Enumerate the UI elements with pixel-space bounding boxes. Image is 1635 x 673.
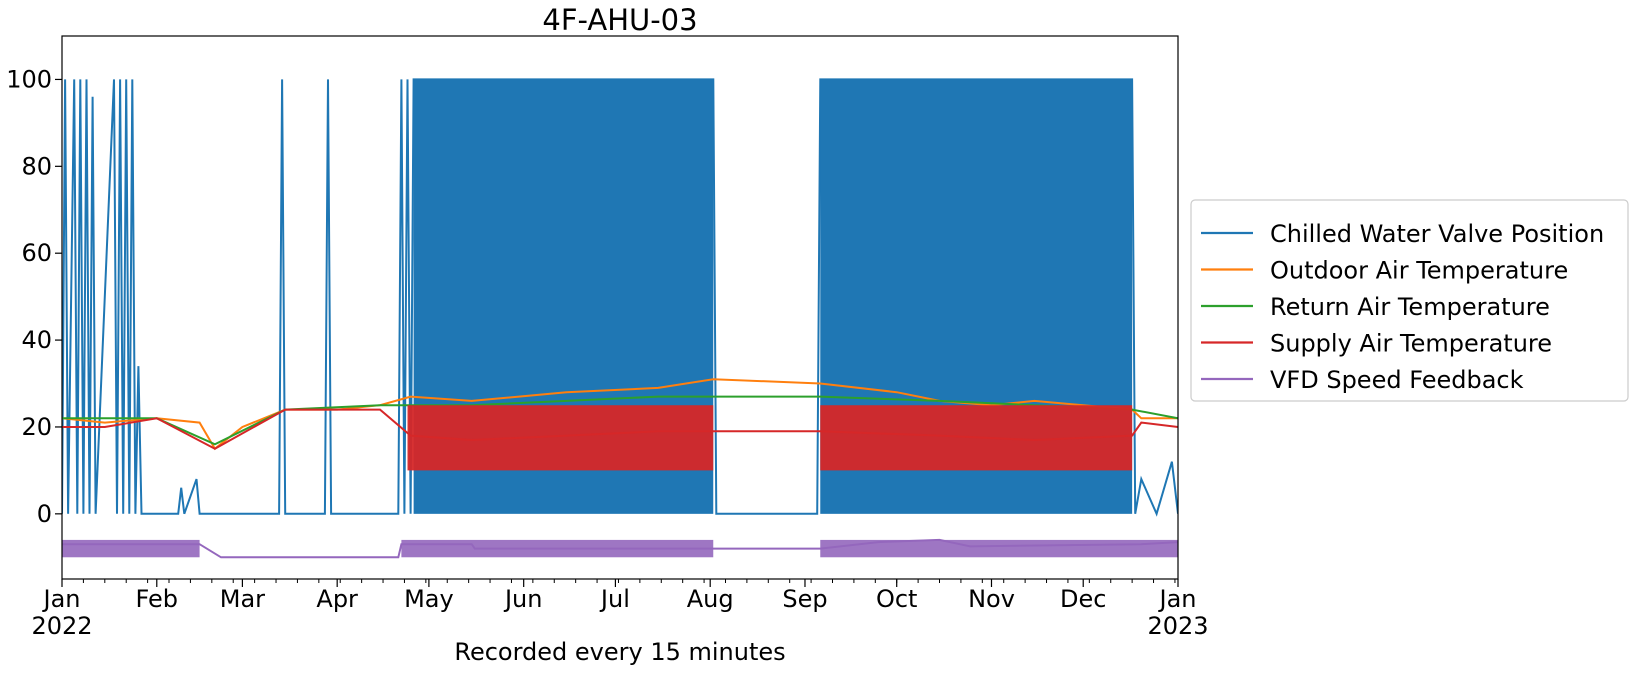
x-tick-label: Jan (1158, 585, 1197, 613)
series-band (407, 405, 714, 471)
x-tick-label: Dec (1060, 585, 1106, 613)
x-tick-year-label: 2022 (31, 612, 92, 640)
y-tick-label: 80 (21, 152, 52, 180)
legend-entry: Outdoor Air Temperature (1270, 257, 1568, 285)
series-4 (62, 538, 1178, 559)
y-tick-label: 20 (21, 413, 52, 441)
series-layer (62, 78, 1178, 559)
series-band (401, 539, 714, 558)
y-tick-label: 0 (37, 500, 52, 528)
x-tick-year-label: 2023 (1147, 612, 1208, 640)
x-tick-label: Jun (503, 585, 543, 613)
x-tick-label: Mar (220, 585, 265, 613)
series-1 (62, 378, 1178, 451)
series-line (62, 78, 1178, 517)
series-2 (62, 395, 1178, 446)
x-tick-label: Aug (687, 585, 734, 613)
series-3 (62, 405, 1178, 471)
plot-frame (61, 35, 1179, 580)
x-tick-label: Jan (42, 585, 81, 613)
legend-frame (1190, 199, 1629, 402)
legend-entry: Chilled Water Valve Position (1270, 220, 1604, 248)
series-line (62, 395, 1178, 446)
x-tick-label: Jul (599, 585, 630, 613)
legend-entry: Supply Air Temperature (1270, 330, 1552, 358)
x-tick-label: Feb (136, 585, 179, 613)
x-tick-label: May (404, 585, 454, 613)
series-line (62, 378, 1178, 451)
series-line (62, 408, 1178, 450)
y-axis: 0 20 40 60 80 100 (6, 65, 62, 528)
y-tick-label: 40 (21, 326, 52, 354)
series-band (820, 539, 1178, 558)
legend: Chilled Water Valve Position Outdoor Air … (1190, 199, 1629, 402)
series-band (62, 539, 200, 558)
x-tick-label: Oct (876, 585, 918, 613)
chart-title: 4F-AHU-03 (542, 3, 697, 37)
y-tick-label: 60 (21, 239, 52, 267)
legend-entry: VFD Speed Feedback (1270, 366, 1524, 394)
y-tick-label: 100 (6, 65, 52, 93)
x-tick-label: Nov (968, 585, 1015, 613)
legend-entry: Return Air Temperature (1270, 293, 1550, 321)
x-tick-label: Sep (782, 585, 827, 613)
x-axis-label: Recorded every 15 minutes (454, 638, 785, 666)
x-tick-label: Apr (316, 585, 358, 613)
